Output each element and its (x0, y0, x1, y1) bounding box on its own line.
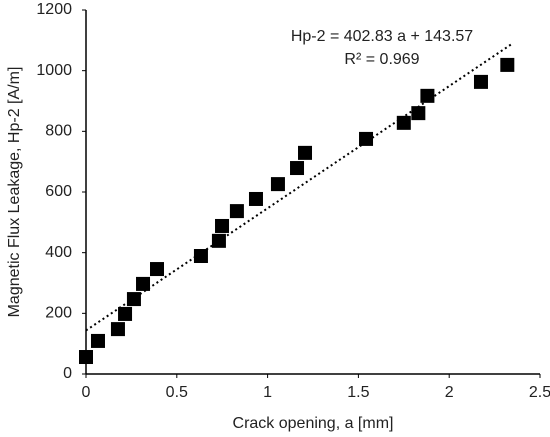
trendline (85, 43, 512, 332)
y-tick-label: 400 (45, 244, 72, 261)
data-point (211, 233, 226, 248)
y-tick-label: 600 (45, 183, 72, 200)
data-point (110, 322, 125, 337)
data-point (193, 249, 208, 264)
x-tick-label: 2 (445, 384, 454, 401)
data-point (136, 276, 151, 291)
data-point (359, 131, 374, 146)
data-point (411, 106, 426, 121)
x-tick-label: 2.5 (529, 384, 550, 401)
y-tick-label: 1000 (36, 62, 72, 79)
data-point (396, 115, 411, 130)
y-tick-label: 800 (45, 123, 72, 140)
trend-equation: Hp-2 = 402.83 a + 143.57 (291, 28, 473, 45)
data-point (118, 306, 133, 321)
data-point (126, 292, 141, 307)
data-point (79, 350, 93, 365)
x-tick-label: 0 (82, 384, 91, 401)
data-point (473, 74, 488, 89)
y-tick-label: 1200 (36, 1, 72, 18)
y-tick-label: 200 (45, 305, 72, 322)
data-point (420, 88, 435, 103)
data-point (150, 262, 165, 277)
data-point (90, 333, 105, 348)
x-axis-title: Crack opening, a [mm] (233, 415, 394, 432)
x-tick-label: 1 (263, 384, 272, 401)
r-squared: R² = 0.969 (344, 51, 419, 68)
data-point (248, 191, 263, 206)
data-point (500, 57, 515, 72)
y-tick-label: 0 (63, 365, 72, 382)
data-point (215, 218, 230, 233)
data-point (270, 177, 285, 192)
y-axis-title: Magnetic Flux Leakage, Hp-2 [A/m] (6, 67, 23, 318)
data-point (229, 204, 244, 219)
x-tick-label: 1.5 (347, 384, 369, 401)
data-point (290, 161, 305, 176)
data-point (298, 145, 313, 160)
x-tick-label: 0.5 (166, 384, 188, 401)
